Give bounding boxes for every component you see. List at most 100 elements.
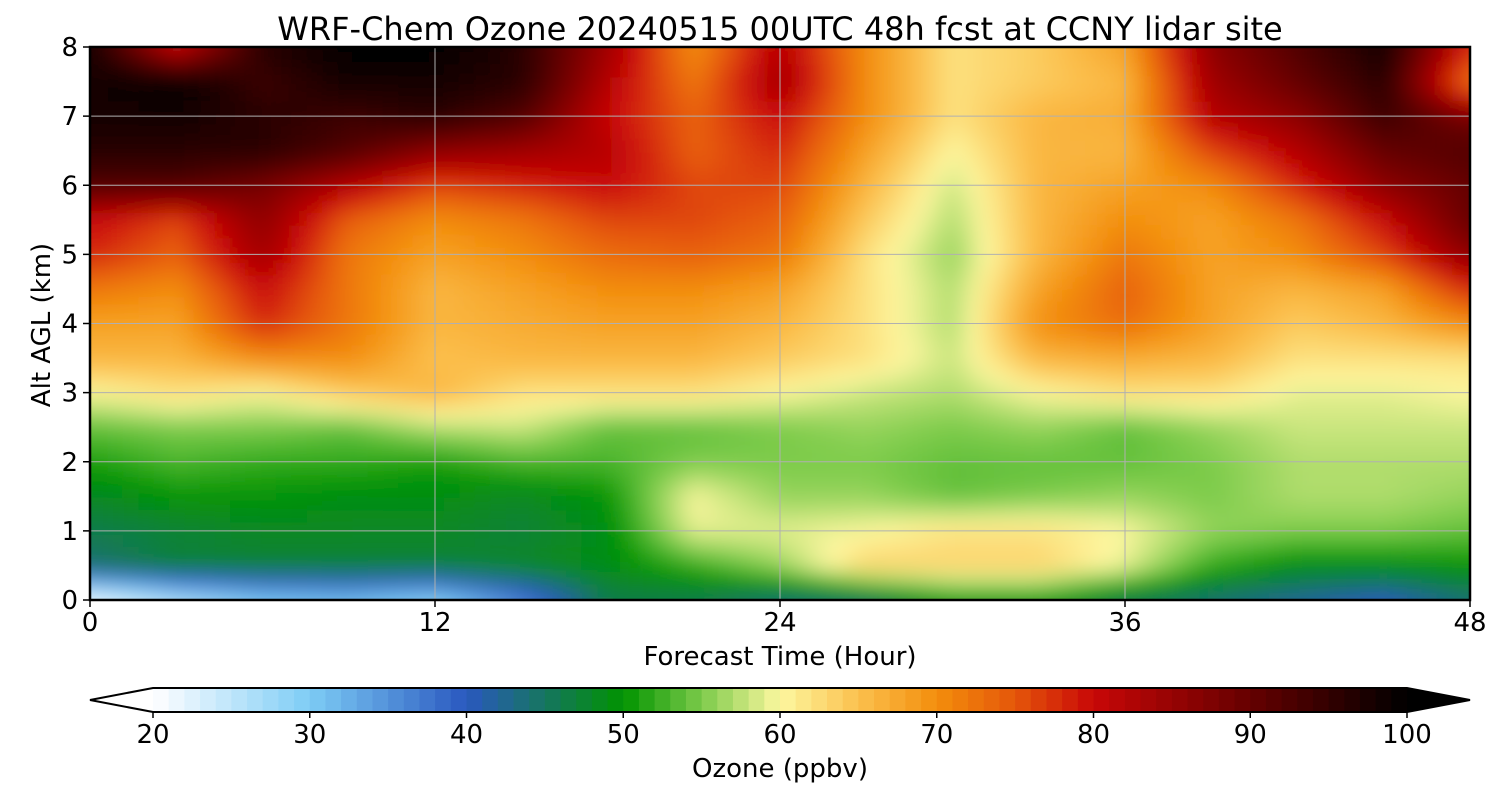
heatmap-cell bbox=[520, 583, 537, 597]
heatmap-cell bbox=[1299, 224, 1316, 238]
heatmap-cell bbox=[1467, 373, 1470, 387]
heatmap-cell bbox=[230, 484, 247, 498]
heatmap-cell bbox=[718, 459, 735, 473]
heatmap-cell bbox=[1024, 534, 1041, 548]
heatmap-cell bbox=[642, 174, 659, 189]
heatmap-cell bbox=[367, 335, 384, 350]
heatmap-cell bbox=[657, 51, 674, 65]
heatmap-cell bbox=[321, 100, 338, 114]
heatmap-cell bbox=[275, 174, 293, 189]
heatmap-cell bbox=[810, 472, 827, 486]
heatmap-cell bbox=[520, 51, 537, 65]
heatmap-cell bbox=[642, 162, 659, 176]
heatmap-cell bbox=[1452, 546, 1469, 560]
heatmap-cell bbox=[1253, 162, 1270, 176]
heatmap-cell bbox=[245, 546, 262, 560]
heatmap-cell bbox=[948, 496, 965, 511]
heatmap-cell bbox=[352, 174, 369, 189]
heatmap-cell bbox=[489, 509, 506, 523]
heatmap-cell bbox=[1222, 484, 1239, 498]
heatmap-cell bbox=[1177, 224, 1194, 238]
heatmap-cell bbox=[978, 509, 995, 523]
heatmap-cell bbox=[734, 199, 751, 213]
heatmap-cell bbox=[581, 422, 598, 436]
heatmap-cell bbox=[1116, 534, 1133, 548]
heatmap-cell bbox=[1054, 534, 1071, 548]
heatmap-cell bbox=[1192, 212, 1209, 226]
heatmap-cell bbox=[780, 323, 797, 337]
heatmap-cell bbox=[734, 273, 751, 288]
heatmap-cell bbox=[1360, 323, 1377, 337]
heatmap-cell bbox=[1467, 187, 1470, 201]
heatmap-cell bbox=[1039, 249, 1056, 263]
heatmap-cell bbox=[367, 558, 384, 572]
heatmap-cell bbox=[352, 100, 369, 114]
heatmap-cell bbox=[474, 273, 491, 288]
heatmap-cell bbox=[642, 335, 659, 350]
heatmap-cell bbox=[1024, 187, 1041, 201]
heatmap-cell bbox=[90, 509, 94, 523]
heatmap-cell bbox=[108, 608, 124, 621]
heatmap-cell bbox=[1421, 47, 1438, 52]
heatmap-cell bbox=[581, 137, 598, 151]
heatmap-cell bbox=[138, 174, 155, 189]
heatmap-cell bbox=[1116, 112, 1133, 127]
heatmap-cell bbox=[902, 112, 919, 127]
heatmap-cell bbox=[1116, 521, 1133, 535]
heatmap-cell bbox=[398, 385, 415, 399]
heatmap-cell bbox=[214, 521, 231, 535]
heatmap-cell bbox=[795, 459, 812, 473]
heatmap-cell bbox=[352, 373, 369, 387]
heatmap-cell bbox=[1299, 63, 1316, 77]
heatmap-cell bbox=[795, 434, 812, 449]
heatmap-cell bbox=[337, 360, 354, 374]
heatmap-cell bbox=[428, 397, 445, 411]
heatmap-cell bbox=[214, 422, 231, 436]
heatmap-cell bbox=[688, 335, 705, 350]
heatmap-cell bbox=[535, 187, 552, 201]
heatmap-cell bbox=[749, 571, 766, 585]
heatmap-cell bbox=[1131, 397, 1148, 411]
heatmap-cell bbox=[1314, 509, 1331, 523]
heatmap-cell bbox=[1268, 261, 1285, 275]
heatmap-cell bbox=[489, 360, 506, 374]
heatmap-cell bbox=[1039, 137, 1056, 151]
heatmap-cell bbox=[764, 125, 781, 139]
heatmap-cell bbox=[688, 249, 705, 263]
heatmap-cell bbox=[230, 150, 247, 164]
heatmap-cell bbox=[1253, 410, 1270, 424]
heatmap-cell bbox=[627, 286, 644, 300]
heatmap-cell bbox=[382, 509, 399, 523]
heatmap-cell bbox=[1483, 410, 1499, 423]
heatmap-cell bbox=[459, 273, 476, 288]
heatmap-cell bbox=[551, 608, 567, 621]
heatmap-cell bbox=[1238, 286, 1255, 300]
heatmap-cell bbox=[367, 261, 384, 275]
heatmap-cell bbox=[153, 273, 170, 288]
heatmap-cell bbox=[825, 484, 842, 498]
heatmap-cell bbox=[978, 410, 995, 424]
heatmap-cell bbox=[596, 484, 613, 498]
heatmap-cell bbox=[489, 212, 506, 226]
heatmap-cell bbox=[902, 459, 919, 473]
heatmap-cell bbox=[291, 410, 308, 424]
heatmap-cell bbox=[581, 63, 598, 77]
heatmap-cell bbox=[1131, 174, 1148, 189]
heatmap-cell bbox=[1452, 571, 1469, 585]
heatmap-cell bbox=[62, 423, 78, 436]
heatmap-cell bbox=[1100, 88, 1117, 102]
heatmap-cell bbox=[107, 484, 125, 498]
heatmap-cell bbox=[535, 558, 552, 572]
heatmap-cell bbox=[1177, 595, 1194, 600]
heatmap-cell bbox=[688, 385, 705, 399]
heatmap-cell bbox=[184, 583, 201, 597]
heatmap-cell bbox=[825, 47, 842, 52]
heatmap-cell bbox=[1131, 583, 1148, 597]
heatmap-cell bbox=[1406, 75, 1423, 89]
heatmap-cell bbox=[810, 385, 827, 399]
heatmap-cell bbox=[871, 261, 888, 275]
heatmap-cell bbox=[413, 236, 430, 250]
heatmap-cell bbox=[1436, 447, 1453, 461]
heatmap-cell bbox=[459, 212, 476, 226]
heatmap-cell bbox=[321, 397, 338, 411]
